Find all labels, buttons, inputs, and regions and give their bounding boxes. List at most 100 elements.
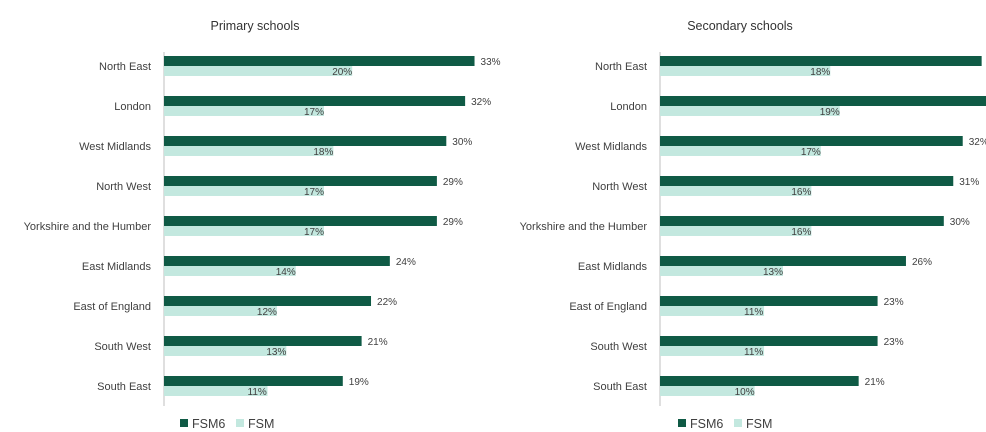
data-label-fsm: 13%: [266, 347, 286, 358]
bar-fsm: [660, 106, 840, 116]
category-label: West Midlands: [575, 141, 647, 153]
category-label: Yorkshire and the Humber: [520, 221, 648, 233]
data-label-fsm: 13%: [763, 267, 783, 278]
category-label: North East: [99, 61, 151, 73]
data-label-fsm: 11%: [744, 307, 763, 318]
data-label-fsm: 16%: [791, 187, 811, 198]
data-label-fsm6: 26%: [912, 257, 932, 268]
bar-fsm: [660, 306, 765, 316]
legend-swatch-fsm6: [180, 419, 188, 427]
bar-fsm: [164, 266, 296, 276]
data-label-fsm: 17%: [304, 227, 324, 238]
bar-fsm: [660, 386, 755, 396]
data-label-fsm: 20%: [332, 67, 352, 78]
bar-fsm: [660, 226, 812, 236]
data-label-fsm6: 30%: [950, 217, 970, 228]
bar-fsm6: [660, 96, 986, 106]
bar-fsm6: [660, 376, 859, 386]
bar-fsm6: [164, 256, 390, 266]
bar-fsm: [660, 346, 765, 356]
bar-fsm6: [660, 296, 878, 306]
bar-fsm: [164, 66, 353, 76]
data-label-fsm6: 21%: [368, 337, 388, 348]
legend-label-fsm6: FSM6: [192, 417, 225, 431]
bar-fsm: [660, 146, 821, 156]
data-label-fsm6: 23%: [884, 297, 904, 308]
category-label: London: [610, 101, 647, 113]
category-label: East of England: [569, 301, 647, 313]
data-label-fsm: 19%: [820, 107, 840, 118]
category-label: East Midlands: [82, 261, 152, 273]
category-label: East of England: [73, 301, 151, 313]
data-label-fsm: 16%: [791, 227, 811, 238]
data-label-fsm6: 33%: [481, 57, 501, 68]
bar-fsm: [660, 266, 783, 276]
data-label-fsm: 17%: [304, 187, 324, 198]
bar-fsm6: [164, 176, 437, 186]
category-label: Yorkshire and the Humber: [24, 221, 152, 233]
bar-fsm6: [660, 256, 906, 266]
bar-fsm: [164, 106, 324, 116]
legend-swatch-fsm: [236, 419, 244, 427]
data-label-fsm6: 24%: [396, 257, 416, 268]
bar-fsm: [164, 306, 277, 316]
category-label: East Midlands: [578, 261, 648, 273]
category-label: London: [114, 101, 151, 113]
data-label-fsm6: 22%: [377, 297, 397, 308]
legend-swatch-fsm: [734, 419, 742, 427]
bar-fsm6: [164, 296, 372, 306]
chart-panel-1: Primary schools North East 33% 20% London 32%…: [24, 19, 501, 431]
legend-label-fsm: FSM: [746, 417, 772, 431]
category-label: South East: [593, 381, 647, 393]
chart-title: Secondary schools: [687, 19, 793, 33]
data-label-fsm6: 21%: [865, 377, 885, 388]
chart-title: Primary schools: [211, 19, 300, 33]
data-label-fsm6: 32%: [969, 137, 986, 148]
category-label: South West: [94, 341, 151, 353]
bar-fsm6: [660, 136, 963, 146]
data-label-fsm: 12%: [257, 307, 277, 318]
bar-fsm6: [164, 136, 447, 146]
data-label-fsm: 11%: [248, 387, 267, 398]
data-label-fsm6: 30%: [452, 137, 472, 148]
category-label: South East: [97, 381, 151, 393]
data-label-fsm: 18%: [810, 67, 830, 78]
data-label-fsm6: 23%: [884, 337, 904, 348]
bar-fsm6: [660, 176, 954, 186]
bar-fsm6: [164, 56, 475, 66]
category-label: South West: [590, 341, 647, 353]
data-label-fsm6: 32%: [471, 97, 491, 108]
category-label: West Midlands: [79, 141, 151, 153]
bar-fsm: [164, 386, 268, 396]
legend-label-fsm: FSM: [248, 417, 274, 431]
bar-fsm6: [164, 96, 466, 106]
bar-fsm6: [164, 376, 343, 386]
data-label-fsm: 10%: [735, 387, 755, 398]
bar-fsm6: [660, 56, 982, 66]
bar-fsm: [164, 226, 324, 236]
legend-swatch-fsm6: [678, 419, 686, 427]
data-label-fsm6: 31%: [959, 177, 979, 188]
bar-fsm6: [164, 336, 362, 346]
bar-fsm6: [660, 216, 944, 226]
category-label: North West: [96, 181, 151, 193]
data-label-fsm6: 29%: [443, 177, 463, 188]
category-label: North East: [595, 61, 647, 73]
data-label-fsm: 17%: [304, 107, 324, 118]
bar-fsm: [660, 186, 812, 196]
data-label-fsm: 14%: [276, 267, 296, 278]
category-label: North West: [592, 181, 647, 193]
data-label-fsm: 11%: [744, 347, 763, 358]
bar-fsm: [164, 346, 287, 356]
data-label-fsm6: 19%: [349, 377, 369, 388]
data-label-fsm: 18%: [313, 147, 333, 158]
data-label-fsm6: 29%: [443, 217, 463, 228]
data-label-fsm: 17%: [801, 147, 821, 158]
legend-label-fsm6: FSM6: [690, 417, 723, 431]
bar-fsm6: [164, 216, 437, 226]
bar-fsm6: [660, 336, 878, 346]
bar-fsm: [660, 66, 831, 76]
bar-fsm: [164, 146, 334, 156]
